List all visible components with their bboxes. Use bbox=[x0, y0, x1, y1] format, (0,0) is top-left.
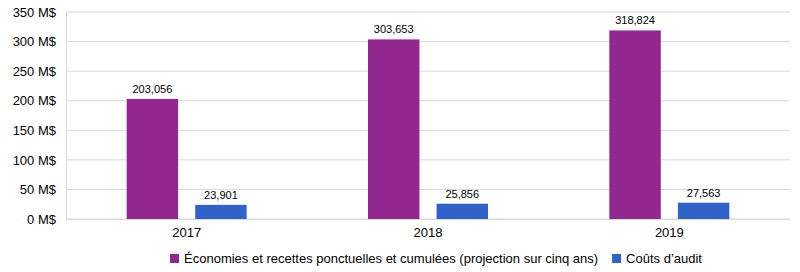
x-tick: 2018 bbox=[414, 219, 443, 240]
grid-line bbox=[66, 12, 790, 13]
y-tick: 150 M$ bbox=[13, 123, 66, 138]
bar bbox=[368, 39, 419, 219]
y-tick-label: 250 M$ bbox=[13, 64, 57, 79]
y-tick-label: 100 M$ bbox=[13, 153, 57, 168]
data-label: 23,901 bbox=[204, 189, 238, 201]
y-tick: 100 M$ bbox=[13, 153, 66, 168]
grid-line bbox=[66, 41, 790, 42]
y-axis: 0 M$ 50 M$ 100 M$ 150 M$ 200 M$ 250 M$ 300 M$ 3… bbox=[13, 5, 67, 227]
legend-swatch bbox=[170, 254, 179, 263]
x-tick: 2019 bbox=[655, 219, 684, 240]
data-labels: 203,056 303,653 318,824 23,901 25,856 27,563 bbox=[132, 14, 720, 200]
x-tick: 2017 bbox=[172, 219, 201, 240]
legend-item: Économies et recettes ponctuelles et cum… bbox=[170, 251, 598, 266]
bar bbox=[678, 203, 729, 219]
legend-swatch bbox=[612, 254, 621, 263]
data-label: 25,856 bbox=[445, 188, 479, 200]
y-tick: 50 M$ bbox=[20, 182, 66, 197]
legend-label: Économies et recettes ponctuelles et cum… bbox=[184, 251, 598, 266]
plot: 0 M$ 50 M$ 100 M$ 150 M$ 200 M$ 250 M$ 300 M$ 3… bbox=[13, 5, 791, 241]
bar bbox=[195, 205, 246, 219]
series bbox=[195, 203, 729, 219]
x-tick-label: 2019 bbox=[655, 225, 684, 240]
bar bbox=[437, 204, 488, 219]
y-tick: 200 M$ bbox=[13, 93, 66, 108]
y-tick: 0 M$ bbox=[27, 212, 66, 227]
y-tick-label: 0 M$ bbox=[27, 212, 57, 227]
y-tick: 350 M$ bbox=[13, 5, 66, 20]
data-label: 318,824 bbox=[615, 14, 655, 26]
y-axis-line bbox=[66, 13, 67, 220]
y-tick-label: 150 M$ bbox=[13, 123, 57, 138]
chart: 0 M$ 50 M$ 100 M$ 150 M$ 200 M$ 250 M$ 300 M$ 3… bbox=[0, 0, 800, 272]
grid-line bbox=[66, 71, 790, 72]
legend-label: Coûts d’audit bbox=[626, 251, 702, 266]
series bbox=[127, 30, 661, 219]
bar bbox=[127, 99, 178, 219]
x-axis-line bbox=[67, 219, 791, 220]
data-label: 203,056 bbox=[132, 83, 172, 95]
legend-item: Coûts d’audit bbox=[612, 251, 702, 266]
bars bbox=[127, 30, 730, 219]
bar bbox=[609, 30, 660, 219]
x-tick-label: 2017 bbox=[172, 225, 201, 240]
grid bbox=[66, 12, 790, 219]
y-tick-label: 350 M$ bbox=[13, 5, 57, 20]
x-tick-label: 2018 bbox=[414, 225, 443, 240]
y-tick: 250 M$ bbox=[13, 64, 66, 79]
y-tick-label: 50 M$ bbox=[20, 182, 57, 197]
y-tick: 300 M$ bbox=[13, 34, 66, 49]
y-tick-label: 300 M$ bbox=[13, 34, 57, 49]
x-axis: 2017 2018 2019 bbox=[67, 219, 791, 240]
data-label: 27,563 bbox=[687, 187, 721, 199]
y-tick-label: 200 M$ bbox=[13, 93, 57, 108]
data-label: 303,653 bbox=[374, 23, 414, 35]
legend: Économies et recettes ponctuelles et cum… bbox=[170, 251, 702, 266]
